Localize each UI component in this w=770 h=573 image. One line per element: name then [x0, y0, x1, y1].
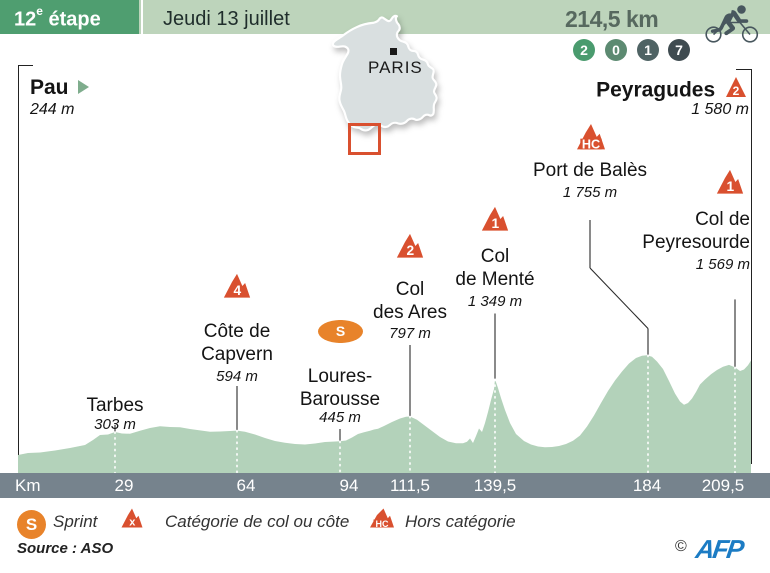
svg-text:2: 2 — [407, 243, 415, 258]
svg-text:1: 1 — [492, 216, 500, 231]
svg-text:1: 1 — [727, 179, 735, 194]
svg-text:HC: HC — [376, 519, 389, 529]
svg-text:x: x — [129, 517, 136, 529]
svg-text:4: 4 — [234, 283, 242, 298]
svg-text:HC: HC — [582, 138, 600, 152]
